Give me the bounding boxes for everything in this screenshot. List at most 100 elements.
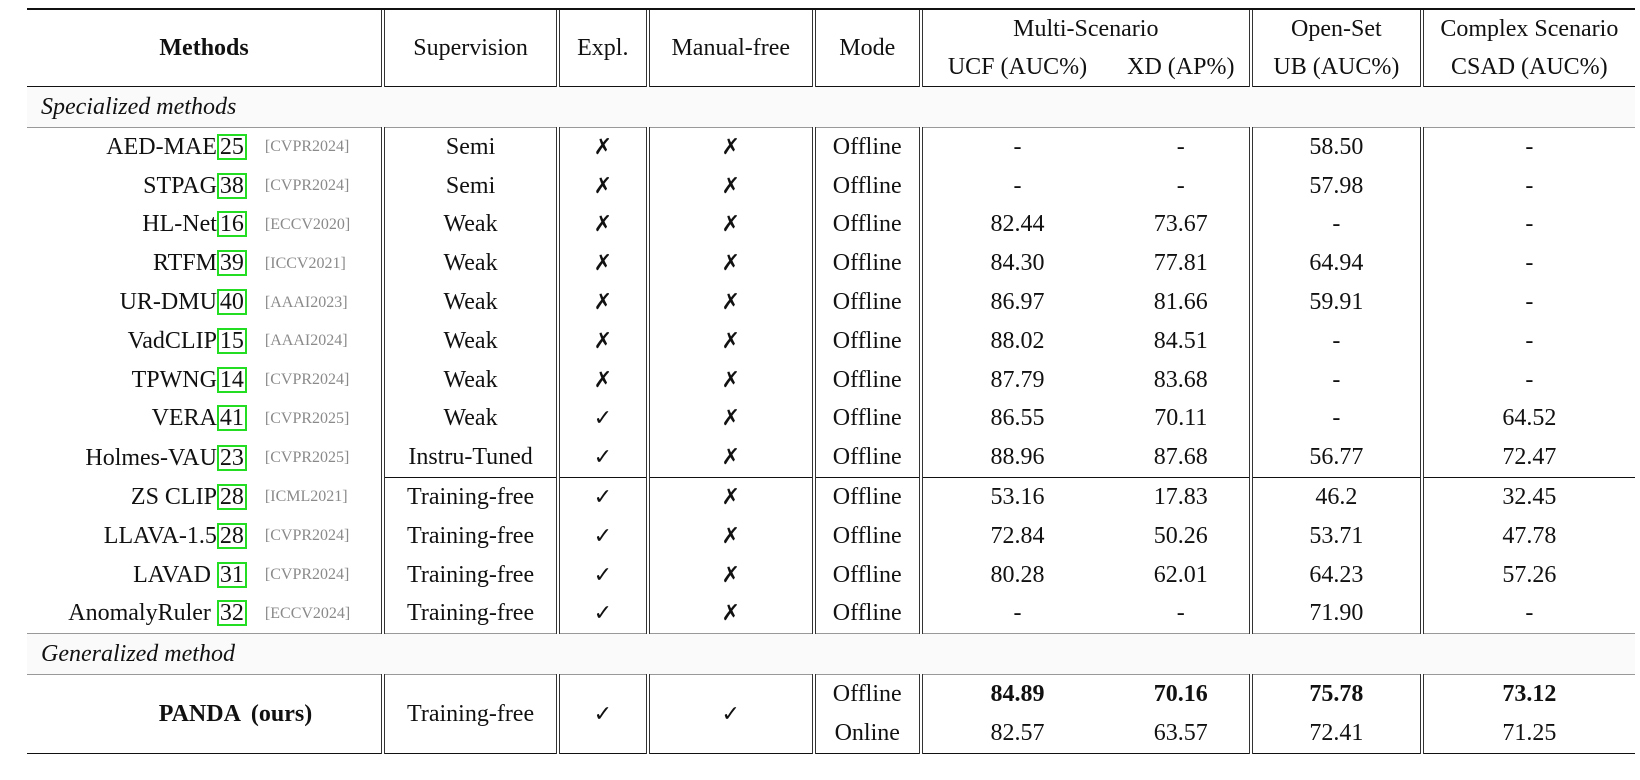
expl-mark: ✓ [558, 438, 650, 478]
method-name: Holmes-VAU 23 [27, 438, 251, 477]
panda-xd-offline: 70.16 [1112, 674, 1254, 715]
mode-cell: Offline [813, 205, 923, 245]
manual-free-mark: ✗ [647, 555, 816, 595]
xd-value: - [1112, 166, 1254, 206]
method-label: Holmes-VAU [85, 444, 217, 471]
citation-ref: 28 [216, 522, 247, 549]
header-complex-scenario: Complex Scenario [1440, 15, 1619, 42]
csad-value: - [1525, 600, 1534, 627]
method-label: UR-DMU [119, 289, 217, 316]
top-rule [27, 8, 1635, 10]
panda-row-online: Online 82.57 63.57 72.41 71.25 [27, 714, 1635, 754]
table-row: UR-DMU 40 [AAAI2023] Weak ✗ ✗ Offline 86.97 81.6… [27, 283, 1635, 322]
xd-value: 83.68 [1112, 360, 1254, 400]
venue-label: [ECCV2020] [250, 205, 386, 245]
panda-mode-offline: Offline [813, 674, 923, 715]
table-row: RTFM 39 [ICCV2021] Weak ✗ ✗ Offline 84.30 77.81 6… [27, 244, 1635, 284]
xd-value: 62.01 [1112, 555, 1254, 595]
citation-ref: 38 [216, 172, 247, 199]
ub-value: 58.50 [1251, 127, 1424, 167]
supervision-cell: Weak [383, 321, 561, 361]
method-name: LAVAD 31 [27, 556, 251, 595]
header-manual-free: Manual-free [647, 10, 816, 87]
xd-value: - [1112, 594, 1254, 634]
citation-ref: 16 [216, 211, 247, 238]
xd-value: - [1112, 127, 1254, 167]
method-label: AED-MAE [106, 133, 217, 160]
ub-value: 64.23 [1251, 555, 1424, 595]
venue-label: [ICCV2021] [250, 244, 386, 284]
csad-value: - [1525, 366, 1534, 393]
method-name: STPAG 38 [27, 167, 251, 206]
method-name: HL-Net 16 [27, 206, 251, 245]
xd-value: 50.26 [1112, 516, 1254, 556]
supervision-cell: Instru-Tuned [383, 438, 561, 478]
method-name: AED-MAE 25 [27, 128, 251, 167]
ucf-value: 88.02 [990, 327, 1045, 354]
ucf-value: 53.16 [920, 477, 1113, 517]
mode-cell: Offline [813, 166, 923, 206]
supervision-cell: Weak [383, 244, 561, 284]
panda-ours-label: (ours) [250, 674, 386, 754]
ucf-value: 87.79 [990, 366, 1045, 393]
section-label-specialized: Specialized methods [27, 86, 1635, 128]
ub-value: 59.91 [1251, 283, 1424, 322]
xd-value: 70.11 [1112, 399, 1254, 439]
panda-xd-online: 63.57 [1112, 714, 1254, 754]
manual-free-mark: ✗ [647, 360, 816, 400]
csad-value: - [1525, 250, 1534, 277]
venue-label: [CVPR2024] [250, 516, 386, 556]
csad-value: - [1525, 211, 1534, 238]
xd-value: 81.66 [1112, 283, 1254, 322]
manual-free-mark: ✗ [647, 594, 816, 634]
table-row: LAVAD 31 [CVPR2024] Training-free ✓ ✗ Offline… [27, 555, 1635, 595]
method-label: ZS CLIP [130, 483, 217, 510]
expl-mark: ✗ [558, 205, 650, 245]
csad-value: 64.52 [1502, 405, 1557, 432]
expl-mark: ✓ [558, 399, 650, 439]
panda-supervision: Training-free [383, 674, 561, 754]
manual-free-mark: ✗ [647, 321, 816, 361]
method-label: LAVAD [133, 561, 217, 588]
ucf-value: 80.28 [990, 561, 1045, 588]
ucf-value: - [1013, 600, 1022, 627]
supervision-cell: Training-free [383, 555, 561, 595]
xd-value: 77.81 [1112, 244, 1254, 284]
csad-value: - [1525, 172, 1534, 199]
method-name: RTFM 39 [27, 244, 251, 283]
csad-value: - [1525, 133, 1534, 160]
ub-value: - [1251, 205, 1424, 245]
method-label: RTFM [153, 250, 217, 277]
header-open-set: Open-Set [1251, 10, 1424, 48]
ub-value: 56.77 [1251, 438, 1424, 478]
method-name: UR-DMU 40 [27, 283, 251, 322]
venue-label: [CVPR2025] [250, 399, 386, 439]
expl-mark: ✗ [558, 321, 650, 361]
mode-cell: Offline [813, 594, 923, 634]
table-row: VadCLIP 15 [AAAI2024] Weak ✗ ✗ Offline 88.02 84.… [27, 321, 1635, 361]
ub-value: 46.2 [1251, 477, 1424, 517]
venue-label: [CVPR2024] [250, 166, 386, 206]
supervision-cell: Weak [383, 360, 561, 400]
method-label: VadCLIP [127, 327, 217, 354]
manual-free-mark: ✗ [647, 166, 816, 206]
mode-cell: Offline [813, 399, 923, 439]
header-row-1: Methods Supervision Expl. Manual-free Mo… [27, 10, 1635, 87]
venue-label: [ECCV2024] [250, 594, 386, 634]
panda-expl-mark: ✓ [558, 674, 650, 754]
supervision-cell: Training-free [383, 594, 561, 634]
csad-value: 47.78 [1502, 522, 1557, 549]
venue-label: [AAAI2023] [250, 283, 386, 322]
method-name: ZS CLIP 28 [27, 478, 251, 517]
ub-value: 64.94 [1251, 244, 1424, 284]
ucf-value: 88.96 [990, 444, 1045, 471]
header-csad: CSAD (AUC%) [1421, 48, 1635, 87]
method-label: HL-Net [142, 211, 217, 238]
section-label-generalized: Generalized method [27, 633, 1635, 676]
ub-value: 53.71 [1251, 516, 1424, 556]
csad-value: - [1525, 289, 1534, 316]
csad-value: - [1525, 327, 1534, 354]
header-multi-scenario: Multi-Scenario [920, 10, 1254, 48]
ub-value: - [1251, 360, 1424, 400]
method-name: VERA 41 [27, 400, 251, 439]
